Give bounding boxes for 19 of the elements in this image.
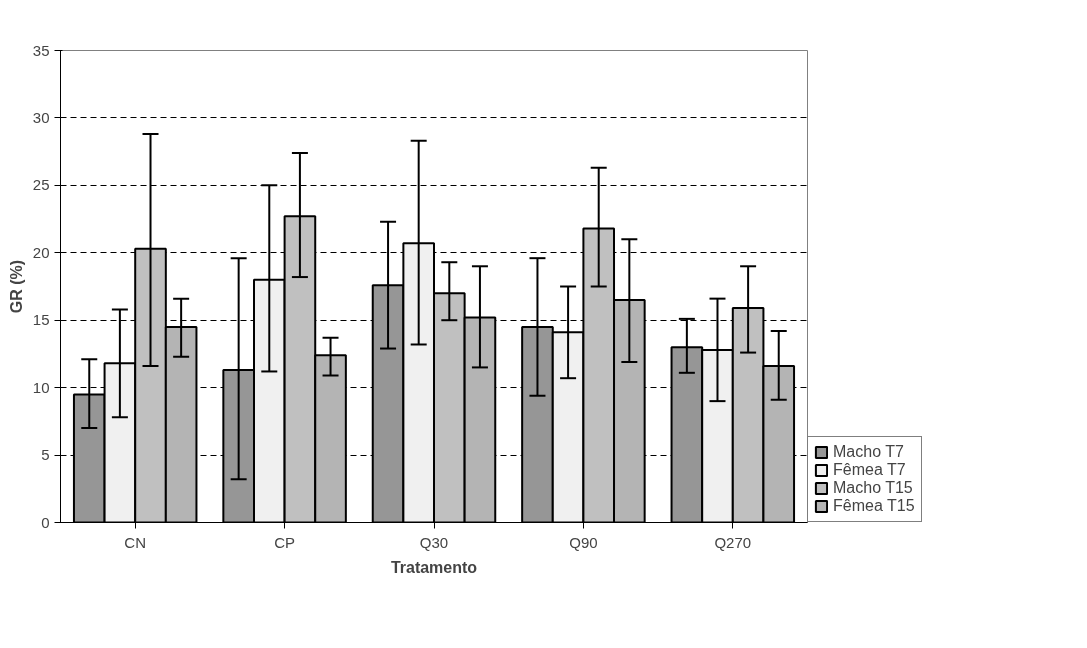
x-tick-label: CP — [274, 533, 296, 551]
y-tick-label: 0 — [41, 513, 50, 531]
x-tick-label: Q270 — [714, 533, 752, 551]
x-tick-label: Q90 — [569, 533, 598, 551]
y-tick-label: 25 — [32, 176, 50, 194]
legend-label: Fêmea T7 — [833, 461, 906, 479]
y-tick-label: 5 — [41, 446, 50, 464]
x-tick-label: Q30 — [419, 533, 449, 551]
x-tick-label: CN — [124, 533, 147, 551]
y-tick-label: 10 — [32, 378, 50, 396]
legend-label: Macho T7 — [833, 443, 904, 461]
y-tick-label: 35 — [32, 41, 50, 59]
y-tick-label: 15 — [32, 311, 50, 329]
y-tick-label: 30 — [32, 108, 50, 126]
legend-label: Fêmea T15 — [833, 497, 915, 515]
legend-label: Macho T15 — [833, 479, 913, 497]
y-axis-title: GR (%) — [7, 259, 25, 314]
y-tick-label: 20 — [32, 243, 50, 261]
x-axis-title: Tratamento — [390, 558, 478, 576]
